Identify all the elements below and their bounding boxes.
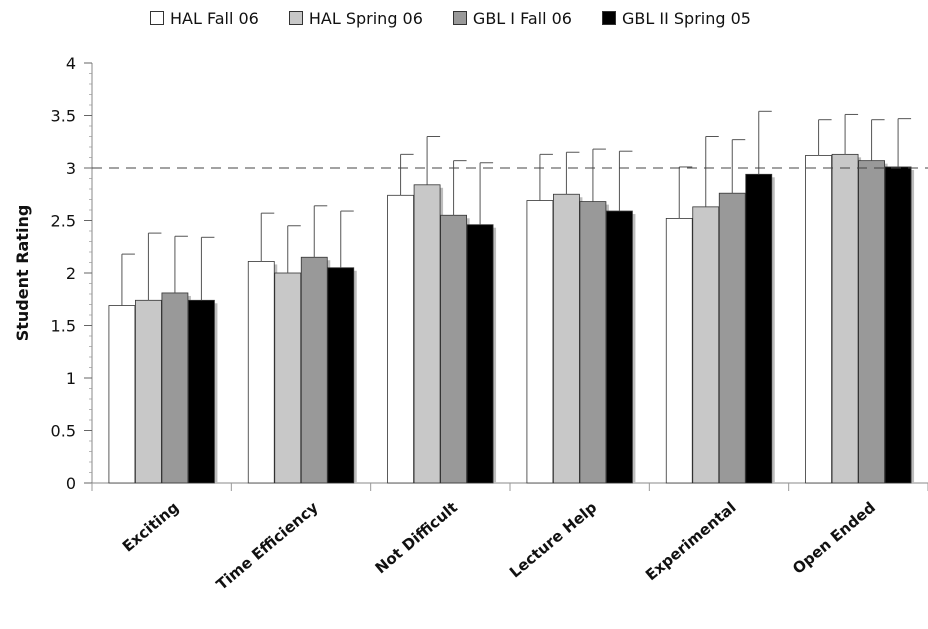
legend-label: HAL Fall 06: [170, 8, 259, 28]
bar: [692, 206, 720, 484]
x-category-label: Time Efficiency: [213, 498, 322, 594]
bar: [274, 272, 302, 484]
bar: [831, 153, 859, 484]
bar: [579, 201, 607, 484]
bar: [413, 184, 441, 484]
legend-swatch: [452, 11, 467, 25]
bar: [665, 217, 693, 484]
legend-item: GBL I Fall 06: [452, 8, 572, 28]
bar: [108, 305, 136, 484]
bar: [161, 292, 189, 484]
x-category-label: Not Difficult: [372, 498, 461, 577]
y-tick-label: 1.5: [51, 317, 76, 336]
bar: [718, 192, 746, 484]
bar: [858, 160, 885, 484]
y-tick-label: 0.5: [51, 422, 76, 441]
bar: [526, 200, 554, 484]
x-category-label: Exciting: [119, 498, 182, 555]
legend: HAL Fall 06 HAL Spring 06 GBL I Fall 06 GBL…: [150, 6, 751, 30]
legend-swatch: [150, 11, 164, 25]
y-tick-label: 3.5: [51, 107, 76, 126]
y-axis-title: Student Rating: [13, 205, 32, 342]
legend-item: HAL Fall 06: [150, 9, 259, 28]
bar: [135, 299, 162, 484]
y-tick-label: 0: [66, 474, 76, 493]
legend-item: HAL Spring 06: [288, 8, 423, 28]
bar: [884, 166, 912, 484]
legend-swatch: [601, 11, 616, 25]
bar: [606, 210, 633, 484]
y-tick-label: 1: [66, 369, 76, 388]
y-tick-label: 2.5: [51, 212, 76, 231]
bar: [387, 194, 414, 484]
bar: [745, 173, 773, 484]
y-tick-label: 2: [66, 264, 76, 283]
legend-item: GBL II Spring 05: [601, 8, 751, 28]
legend-label: GBL I Fall 06: [472, 8, 572, 28]
bar: [805, 154, 832, 484]
x-category-label: Lecture Help: [506, 498, 600, 581]
bar: [327, 267, 355, 484]
bar: [300, 256, 328, 484]
bar: [440, 214, 467, 484]
x-category-label: Open Ended: [789, 498, 879, 577]
legend-label: GBL II Spring 05: [621, 8, 751, 28]
y-tick-label: 3: [66, 159, 76, 178]
bar: [247, 261, 275, 484]
legend-label: HAL Spring 06: [308, 8, 423, 28]
x-category-label: Experimental: [642, 498, 740, 584]
legend-swatch: [288, 11, 303, 25]
y-tick-label: 4: [66, 54, 76, 73]
bar: [466, 224, 494, 484]
bar: [188, 299, 215, 484]
bar: [553, 193, 580, 484]
